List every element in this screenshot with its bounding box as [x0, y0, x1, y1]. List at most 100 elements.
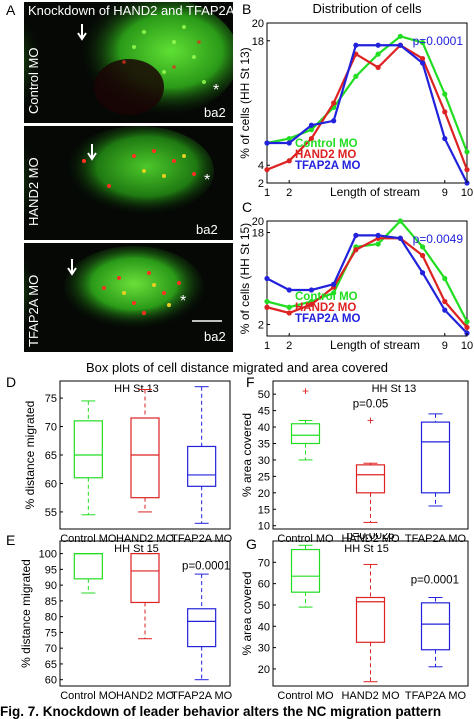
p-value-label: p=0.0001: [413, 34, 464, 48]
data-point: [464, 319, 470, 325]
y-axis-label: % area covered: [240, 413, 254, 497]
y-tick-label: 100: [39, 549, 57, 561]
data-point: [286, 287, 292, 293]
data-point: [308, 301, 315, 307]
chart-title: Distribution of cells: [312, 1, 422, 16]
y-tick-label: 25: [258, 471, 270, 483]
p-value-label: p=0.0049: [413, 232, 464, 246]
star-marker: *: [213, 82, 220, 99]
y-tick-label: 35: [258, 438, 270, 450]
data-point: [375, 232, 381, 238]
y-tick-label: 90: [45, 580, 57, 592]
plot-frame: [266, 22, 468, 184]
data-point: [331, 100, 337, 106]
y-tick-label: 20: [252, 216, 264, 228]
data-point: [308, 135, 315, 142]
x-tick-label: 10: [461, 340, 473, 352]
box-iqr: [187, 445, 217, 487]
micro-image-control: Knockdown of HAND2 and TFAP2A Control MO…: [24, 2, 233, 123]
panel-letter: E: [6, 533, 15, 548]
y-axis-label: % distance migrated: [23, 401, 37, 510]
y-tick-label: 70: [45, 643, 57, 655]
box-iqr: [290, 423, 321, 445]
y-tick-label: 55: [45, 507, 57, 519]
data-point: [264, 304, 270, 310]
chart-subtitle: HH St 13: [114, 383, 159, 395]
data-point: [397, 33, 403, 39]
ba2-label: ba2: [204, 105, 226, 120]
y-tick-label: 15: [258, 504, 270, 516]
ba2-label: ba2: [204, 329, 226, 344]
star-marker: *: [180, 293, 187, 310]
p-value-label: p=0.05: [353, 398, 389, 410]
legend-entry: TFAP2A MO: [295, 160, 360, 172]
data-point: [419, 270, 426, 276]
data-point: [264, 298, 270, 305]
data-point: [419, 39, 426, 46]
data-point: [375, 42, 381, 48]
data-point: [442, 109, 448, 115]
x-tick-label: 1: [264, 187, 270, 199]
data-point: [264, 167, 270, 173]
y-tick-label: 75: [45, 393, 57, 405]
y-tick-label: 65: [45, 450, 57, 462]
y-tick-label: 50: [258, 600, 270, 612]
chart-g: G HH St 15 20 30 40 50 60 70 % area covered Contr…: [240, 533, 469, 702]
panel-letter: G: [246, 536, 257, 552]
chart-subtitle: HH St 13: [372, 383, 417, 395]
series-line-0: [266, 219, 468, 323]
data-point: [442, 91, 448, 97]
panel-letter: F: [246, 375, 255, 390]
x-tick-label: HAND2 MO: [116, 690, 175, 702]
y-tick-label: 30: [258, 643, 270, 655]
data-point: [464, 167, 470, 173]
data-point: [419, 252, 426, 259]
y-tick-label: 30: [258, 455, 270, 467]
x-tick-label: Control MO: [277, 533, 334, 545]
series-line-1: [266, 43, 469, 171]
y-tick-label: 70: [45, 422, 57, 434]
data-point: [442, 307, 448, 313]
data-point: [353, 73, 359, 79]
legend-entry: HAND2 MO: [295, 302, 356, 314]
box-iqr: [130, 417, 160, 499]
y-tick-label: 65: [45, 659, 57, 671]
x-tick-label: 2: [286, 340, 292, 352]
data-point: [308, 122, 315, 128]
y-tick-label: 18: [252, 228, 264, 240]
x-tick-label: 2: [286, 187, 292, 199]
plot-frame: [272, 540, 469, 687]
x-tick-label: TFAP2A MO: [405, 690, 467, 702]
micro-image-tfap2a: TFAP2A MO * ba2: [24, 243, 233, 352]
x-tick-label: TFAP2A MO: [171, 533, 233, 545]
data-point: [419, 60, 426, 66]
row-label-tfap2a: TFAP2A MO: [26, 274, 41, 347]
data-point: [419, 244, 426, 250]
data-point: [442, 275, 448, 282]
micro-title: Knockdown of HAND2 and TFAP2A: [28, 3, 233, 18]
data-point: [464, 149, 470, 155]
data-point: [419, 55, 426, 62]
plot-frame: [272, 380, 469, 530]
x-tick-label: 9: [442, 187, 448, 199]
p-value-label: p=0.0025: [346, 533, 394, 542]
data-point: [286, 158, 292, 164]
data-point: [353, 42, 359, 48]
y-tick-label: 45: [258, 406, 270, 418]
chart-d: D HH St 13 55 60 65 70 75 % distance migrated Co…: [6, 375, 233, 545]
data-point: [397, 42, 403, 48]
y-tick-label: 20: [258, 488, 270, 500]
data-point: [353, 232, 359, 238]
x-tick-label: HAND2 MO: [116, 533, 175, 545]
data-point: [264, 275, 270, 282]
micro-image-hand2-cells: [24, 126, 214, 240]
chart-subtitle: HH St 15: [344, 543, 389, 555]
data-point: [464, 324, 470, 330]
box-iqr: [130, 553, 160, 604]
y-tick-label: 60: [45, 675, 57, 687]
series-line-2: [267, 44, 468, 184]
panel-letter: C: [242, 199, 252, 215]
y-tick-label: 85: [45, 596, 57, 608]
panel-a-letter: A: [6, 2, 16, 18]
